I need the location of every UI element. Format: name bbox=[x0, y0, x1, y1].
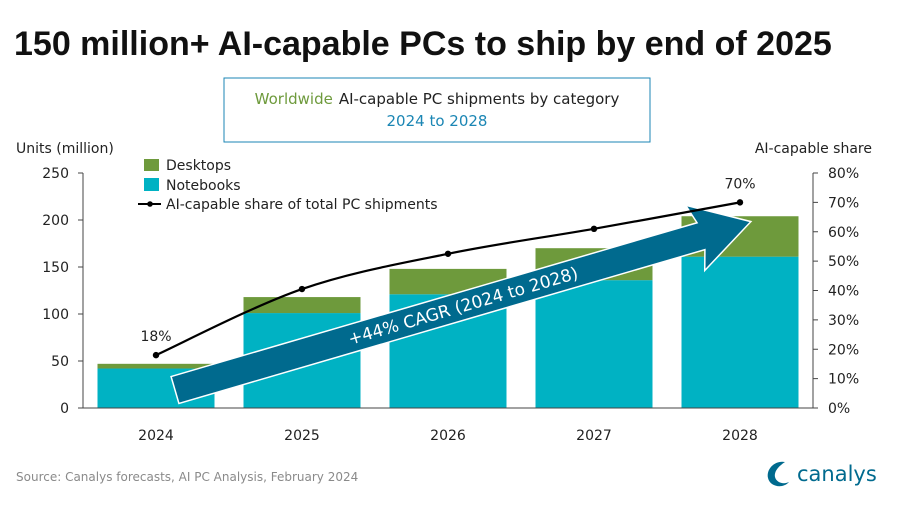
logo-mark bbox=[767, 461, 789, 487]
y-tick-label-250: 250 bbox=[42, 166, 69, 182]
chart-title: 150 million+ AI-capable PCs to ship by e… bbox=[14, 25, 832, 63]
x-tick-label-2028: 2028 bbox=[722, 428, 758, 444]
share-point-2024 bbox=[152, 351, 160, 359]
share-point-2025 bbox=[298, 285, 306, 293]
arrow-shape bbox=[170, 204, 753, 405]
x-tick-label-2027: 2027 bbox=[576, 428, 612, 444]
y-right-tick-label-40%: 40% bbox=[828, 284, 859, 300]
legend-label-desktops: Desktops bbox=[166, 158, 231, 174]
y-tick-label-50: 50 bbox=[51, 354, 69, 370]
bar-notebooks-2028 bbox=[681, 256, 799, 408]
y-right-tick-label-70%: 70% bbox=[828, 195, 859, 211]
bar-notebooks-2027 bbox=[535, 280, 653, 408]
share-point-2027 bbox=[590, 225, 598, 233]
canalys-logo: canalys bbox=[767, 461, 877, 487]
legend-swatch-notebooks bbox=[144, 178, 159, 191]
share-label-2024: 18% bbox=[140, 329, 171, 345]
y-right-tick-label-60%: 60% bbox=[828, 225, 859, 241]
subtitle-line1: Worldwide AI-capable PC shipments by cate… bbox=[255, 90, 620, 108]
x-tick-label-2025: 2025 bbox=[284, 428, 320, 444]
legend-label-share: AI-capable share of total PC shipments bbox=[166, 197, 438, 213]
y-right-tick-label-50%: 50% bbox=[828, 254, 859, 270]
legend-swatch-desktops bbox=[144, 159, 159, 171]
y-right-tick-label-30%: 30% bbox=[828, 313, 859, 329]
logo-text: canalys bbox=[797, 462, 877, 486]
y-right-tick-label-10%: 10% bbox=[828, 372, 859, 388]
share-point-2026 bbox=[444, 250, 452, 257]
y-right-tick-label-0%: 0% bbox=[828, 401, 850, 417]
subtitle-box bbox=[223, 77, 651, 143]
subtitle-rest: AI-capable PC shipments by category bbox=[339, 90, 620, 108]
bar-desktops-2024 bbox=[97, 363, 215, 369]
y-axis-right-label: AI-capable share bbox=[755, 141, 872, 157]
source-note: Source: Canalys forecasts, AI PC Analysi… bbox=[16, 470, 358, 484]
subtitle-highlight: Worldwide bbox=[255, 90, 333, 108]
y-tick-label-150: 150 bbox=[42, 260, 69, 276]
y-right-tick-label-20%: 20% bbox=[828, 342, 859, 358]
x-tick-label-2024: 2024 bbox=[138, 428, 174, 444]
y-tick-label-100: 100 bbox=[42, 307, 69, 323]
y-axis-label: Units (million) bbox=[16, 141, 114, 157]
legend-label-notebooks: Notebooks bbox=[166, 178, 241, 194]
legend: Desktops Notebooks AI-capable share of t… bbox=[138, 158, 438, 213]
x-tick-label-2026: 2026 bbox=[430, 428, 466, 444]
y-tick-label-0: 0 bbox=[60, 401, 69, 417]
y-right-tick-label-80%: 80% bbox=[828, 166, 859, 182]
y-tick-label-200: 200 bbox=[42, 213, 69, 229]
share-label-2028: 70% bbox=[724, 176, 755, 192]
legend-marker bbox=[147, 201, 153, 207]
share-point-2028 bbox=[736, 199, 744, 206]
subtitle-line2: 2024 to 2028 bbox=[387, 112, 488, 130]
